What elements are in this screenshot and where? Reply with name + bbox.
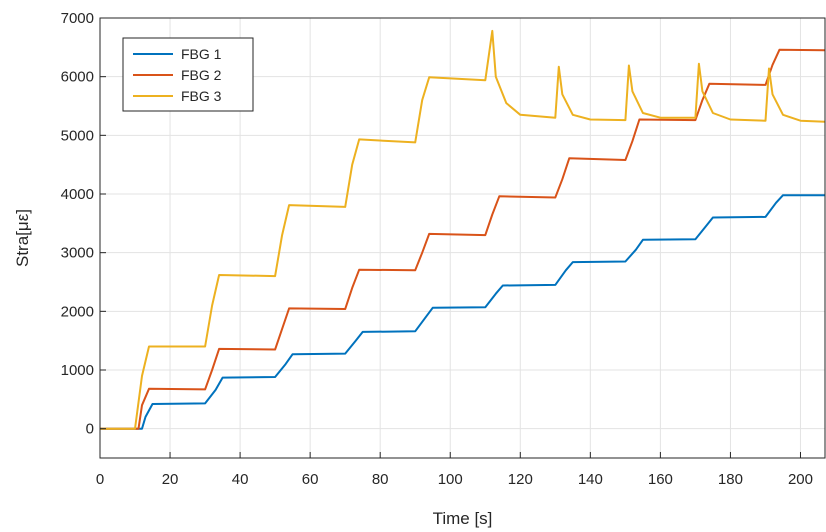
- y-tick-label: 6000: [61, 69, 94, 86]
- x-tick-label: 200: [788, 471, 813, 488]
- y-tick-label: 2000: [61, 303, 94, 320]
- plot-area-frame: [99, 17, 826, 459]
- y-tick-label: 7000: [61, 10, 94, 27]
- series-lines: [100, 29, 826, 430]
- legend-label-fbg-1: FBG 1: [181, 46, 222, 62]
- x-axis-ticks: 0 20 40 60 80 100 120 140 160 180 200: [96, 452, 813, 488]
- x-tick-label: 40: [232, 471, 249, 488]
- legend-label-fbg-3: FBG 3: [181, 88, 222, 104]
- y-axis-ticks: 0 1000 2000 3000 4000 5000 6000 7000: [61, 10, 106, 438]
- x-tick-label: 80: [372, 471, 389, 488]
- legend: FBG 1 FBG 2 FBG 3: [122, 37, 254, 112]
- legend-label-fbg-2: FBG 2: [181, 67, 222, 83]
- y-tick-label: 0: [86, 421, 94, 438]
- y-tick-label: 3000: [61, 245, 94, 262]
- series-line-fbg-1: [100, 194, 825, 430]
- x-tick-label: 140: [578, 471, 603, 488]
- x-tick-label: 20: [162, 471, 179, 488]
- series-line-fbg-3: [100, 29, 826, 430]
- x-tick-label: 0: [96, 471, 104, 488]
- x-tick-label: 120: [508, 471, 533, 488]
- series-line-fbg-2: [100, 48, 826, 430]
- x-tick-label: 160: [648, 471, 673, 488]
- y-axis-label: Stra[με]: [13, 209, 32, 267]
- x-tick-label: 100: [438, 471, 463, 488]
- y-tick-label: 4000: [61, 186, 94, 203]
- grid-lines: [99, 17, 825, 458]
- x-tick-label: 180: [718, 471, 743, 488]
- x-axis-label: Time [s]: [433, 509, 493, 528]
- x-tick-label: 60: [302, 471, 319, 488]
- y-tick-label: 1000: [61, 362, 94, 379]
- y-tick-label: 5000: [61, 127, 94, 144]
